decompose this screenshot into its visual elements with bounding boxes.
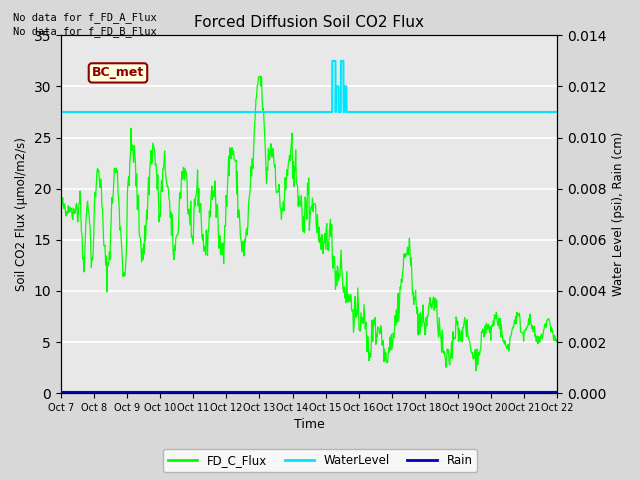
Legend: FD_C_Flux, WaterLevel, Rain: FD_C_Flux, WaterLevel, Rain <box>163 449 477 472</box>
WaterLevel <box>554 109 561 115</box>
FD_C_Flux <box>554 339 561 345</box>
FD_C_Flux <box>57 204 65 210</box>
Rain <box>529 389 536 395</box>
WaterLevel <box>269 109 276 115</box>
FD_C_Flux <box>374 324 381 330</box>
FD_C_Flux <box>486 330 493 336</box>
Rain <box>189 389 197 395</box>
Text: No data for f_FD_A_Flux: No data for f_FD_A_Flux <box>13 12 157 23</box>
WaterLevel <box>114 109 122 115</box>
Line: WaterLevel: WaterLevel <box>61 61 557 112</box>
WaterLevel <box>143 109 151 115</box>
WaterLevel <box>57 109 65 115</box>
Rain <box>554 389 561 395</box>
Y-axis label: Soil CO2 Flux (μmol/m2/s): Soil CO2 Flux (μmol/m2/s) <box>15 137 28 291</box>
Rain <box>511 389 518 395</box>
WaterLevel <box>248 109 255 115</box>
Title: Forced Diffusion Soil CO2 Flux: Forced Diffusion Soil CO2 Flux <box>194 15 424 30</box>
FD_C_Flux <box>434 326 442 332</box>
FD_C_Flux <box>472 368 480 373</box>
FD_C_Flux <box>88 264 95 270</box>
Rain <box>57 389 65 395</box>
Rain <box>77 389 84 395</box>
FD_C_Flux <box>359 314 367 320</box>
WaterLevel <box>544 109 552 115</box>
X-axis label: Time: Time <box>294 419 324 432</box>
Rain <box>87 389 95 395</box>
Y-axis label: Water Level (psi), Rain (cm): Water Level (psi), Rain (cm) <box>612 132 625 297</box>
FD_C_Flux <box>256 73 264 79</box>
Text: BC_met: BC_met <box>92 66 144 79</box>
Text: No data for f_FD_B_Flux: No data for f_FD_B_Flux <box>13 26 157 37</box>
FD_C_Flux <box>346 299 353 305</box>
WaterLevel <box>328 58 336 64</box>
WaterLevel <box>490 109 498 115</box>
Rain <box>149 389 157 395</box>
Line: FD_C_Flux: FD_C_Flux <box>61 76 557 371</box>
